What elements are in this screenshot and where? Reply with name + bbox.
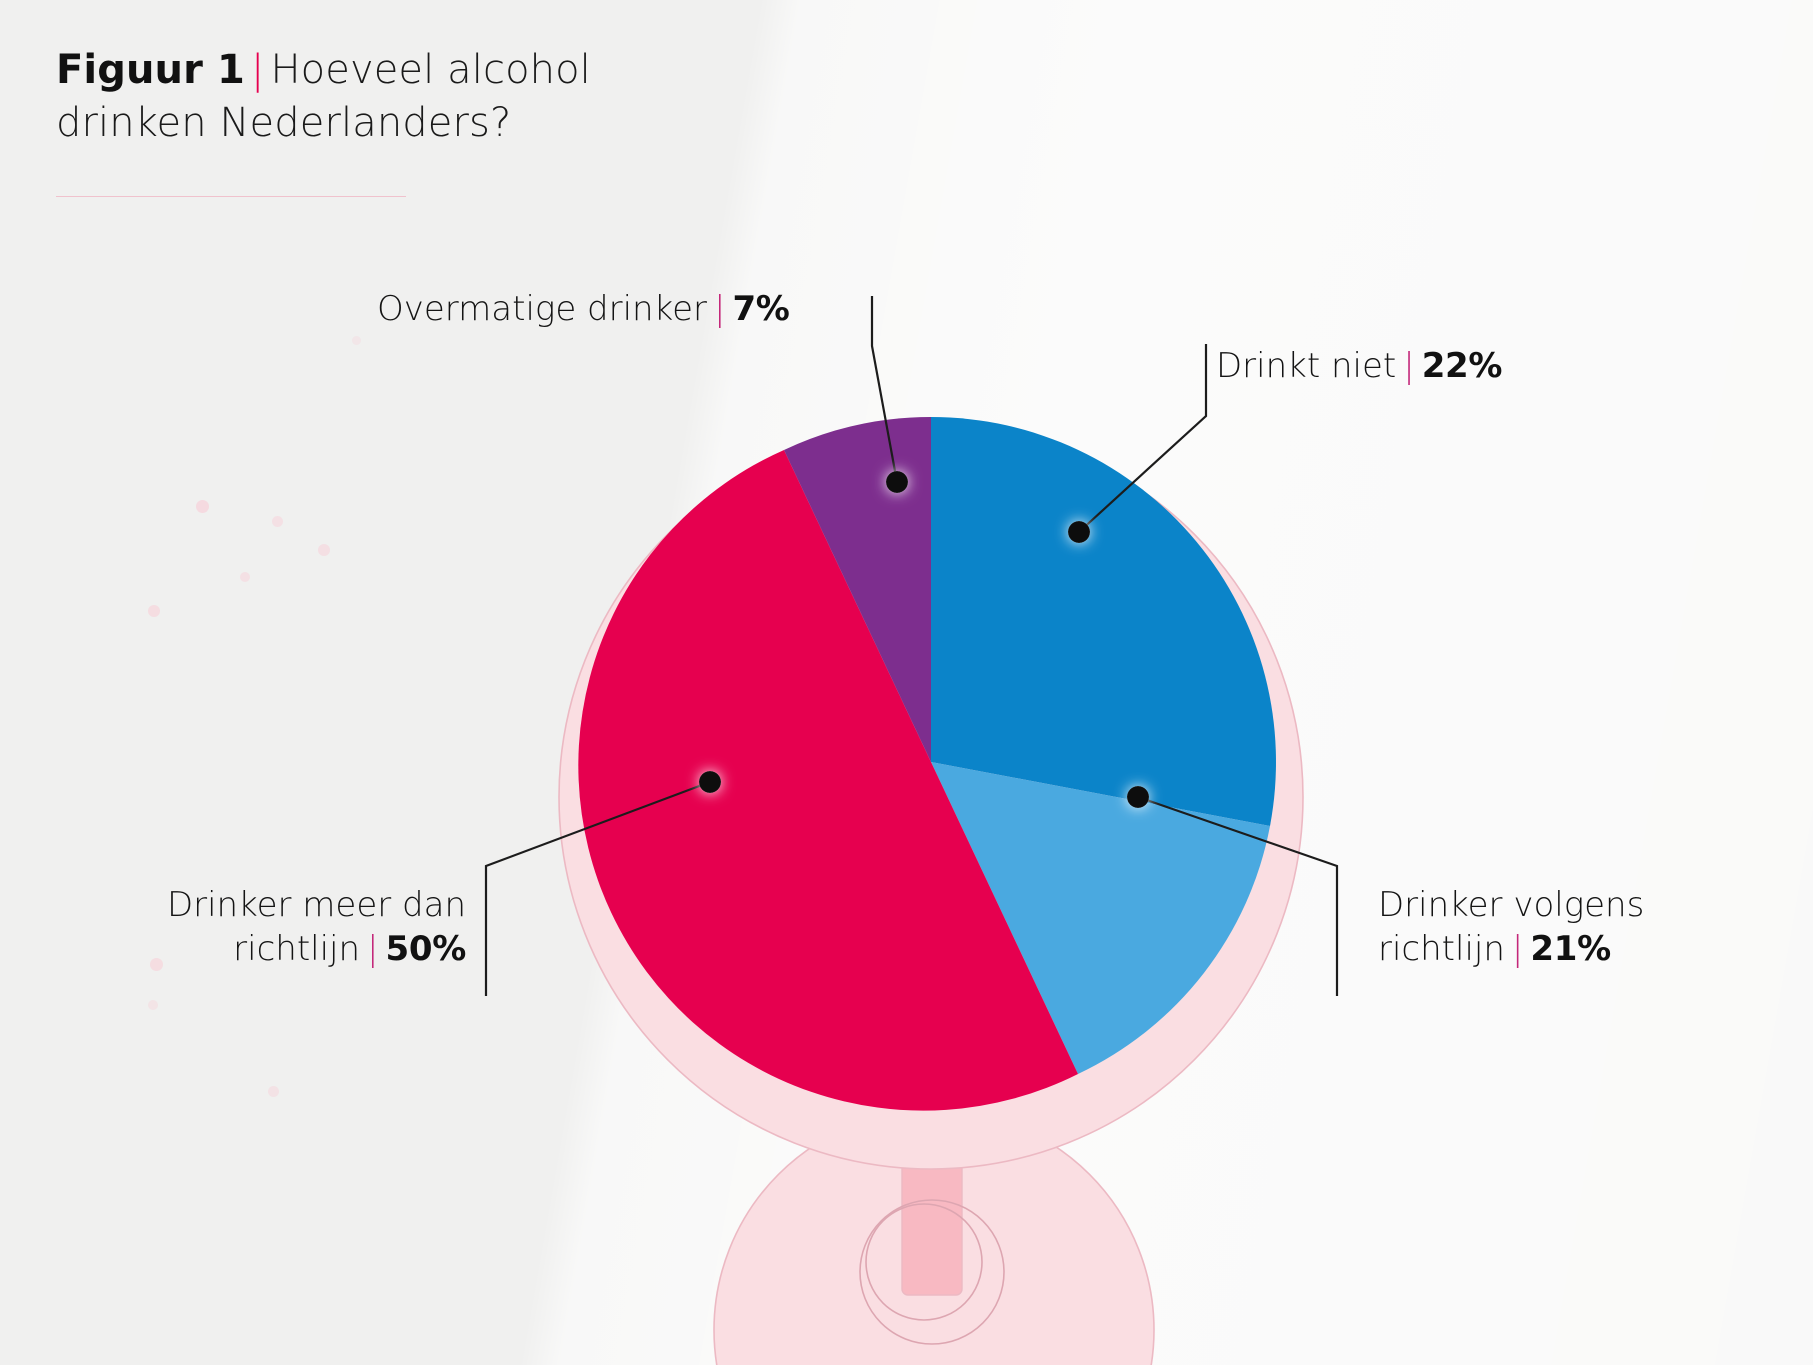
figure-title-line-2: drinken Nederlanders? (56, 100, 512, 147)
pie-slice-meer-dan-richtlijn[interactable] (578, 450, 1078, 1111)
leader-line-overmatige-drinker (870, 296, 899, 483)
callout-label-line1-meer-dan-richtlijn: Drinker meer dan (166, 885, 466, 925)
callout-overmatige-drinker: Overmatige drinker | 7% (377, 288, 790, 332)
pie-slices (578, 417, 1276, 1111)
callout-label-line2-volgens-richtlijn: richtlijn (1378, 928, 1505, 969)
pie-slice-drinkt-niet[interactable] (931, 417, 1276, 826)
leader-line-meer-dan-richtlijn (484, 780, 711, 996)
anchor-dot-volgens-richtlijn (1127, 786, 1149, 808)
anchor-dot-drinkt-niet (1068, 521, 1090, 543)
callout-label-drinkt-niet: Drinkt niet (1216, 346, 1397, 386)
callout-value-volgens-richtlijn: 21% (1530, 928, 1611, 969)
callout-label-line2-meer-dan-richtlijn: richtlijn (233, 928, 361, 969)
callout-label-line1-volgens-richtlijn: Drinker volgens (1378, 885, 1645, 925)
pie-slice-volgens-richtlijn[interactable] (931, 762, 1270, 1074)
callout-value-drinkt-niet: 22% (1421, 346, 1503, 386)
callout-meer-dan-richtlijn: Drinker meer dan richtlijn | 50% (0, 884, 466, 971)
anchor-dot-meer-dan-richtlijn (699, 771, 721, 793)
leader-anchor-dots (699, 471, 1149, 808)
glass-stem (901, 1149, 963, 1296)
figure-number: Figuur 1 (56, 47, 245, 93)
callout-separator-volgens-richtlijn: | (1511, 928, 1524, 969)
title-separator: | (250, 47, 265, 93)
figure-header: Figuur 1 | Hoeveel alcohol drinken Nederla… (56, 44, 756, 197)
callout-separator-drinkt-niet: | (1403, 346, 1415, 386)
callout-volgens-richtlijn: Drinker volgens richtlijn | 21% (1378, 884, 1798, 971)
figure-title-line-1: Figuur 1 | Hoeveel alcohol (56, 44, 756, 97)
callout-drinkt-niet: Drinkt niet | 22% (1216, 345, 1502, 389)
callout-separator-meer-dan-richtlijn: | (367, 928, 379, 969)
callout-label-overmatige-drinker: Overmatige drinker (377, 289, 707, 329)
pie-slice-overmatige-drinker[interactable] (784, 417, 931, 762)
callout-value-overmatige-drinker: 7% (732, 289, 790, 329)
leader-line-drinkt-niet (1078, 344, 1208, 533)
figure-title-part-1: Hoeveel alcohol (270, 47, 591, 93)
anchor-dot-overmatige-drinker (886, 471, 908, 493)
leader-line-volgens-richtlijn (1137, 795, 1339, 996)
leader-lines (484, 296, 1339, 996)
callout-separator-overmatige-drinker: | (713, 289, 726, 329)
title-divider-rule (56, 196, 406, 197)
callout-line2-meer-dan-richtlijn: richtlijn | 50% (0, 928, 466, 972)
glass-collar-outer (859, 1199, 1005, 1345)
callout-value-meer-dan-richtlijn: 50% (385, 928, 467, 969)
callout-line2-volgens-richtlijn: richtlijn | 21% (1378, 928, 1798, 972)
glass-collar-inner (865, 1203, 983, 1321)
